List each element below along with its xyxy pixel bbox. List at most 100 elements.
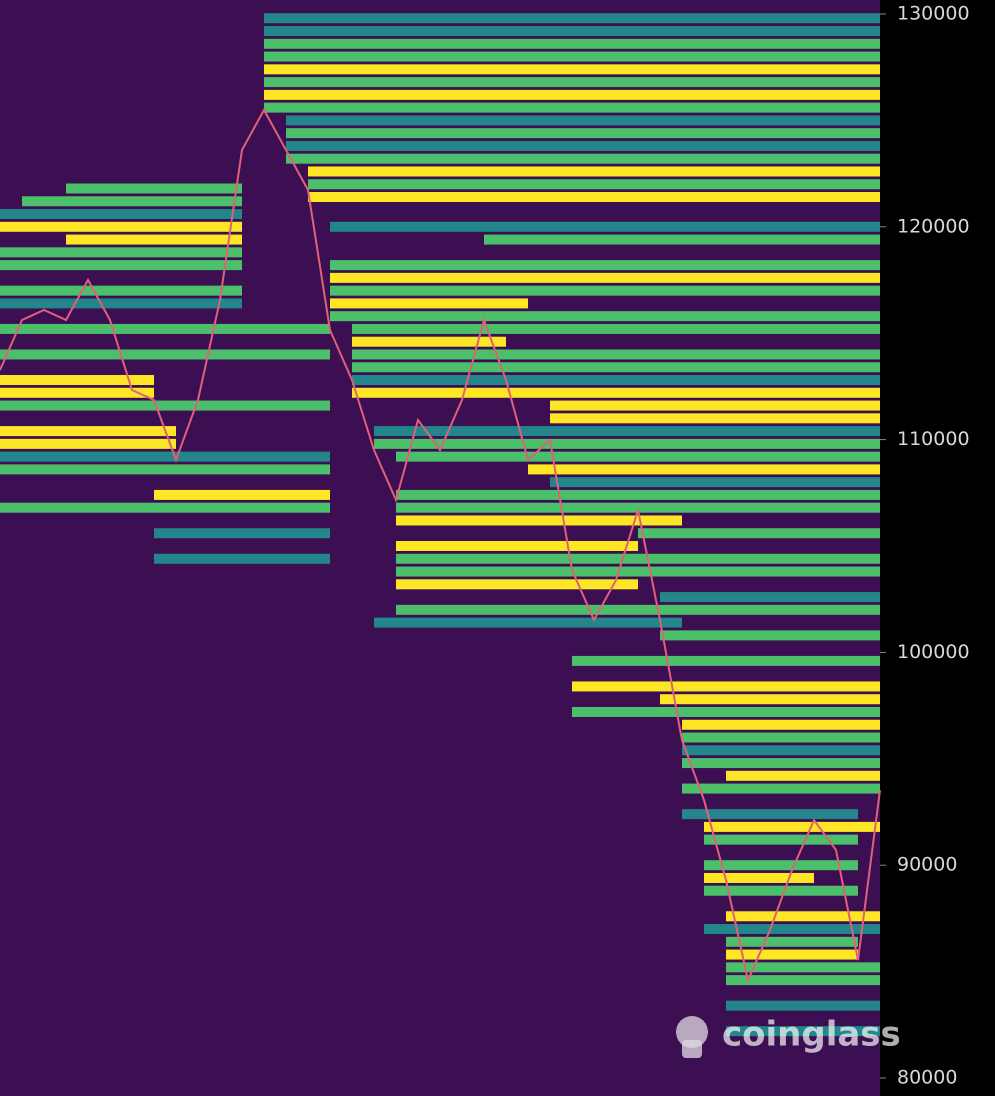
heat-band xyxy=(308,166,880,177)
watermark-text: coinglass xyxy=(722,1015,901,1055)
heat-band xyxy=(704,872,814,883)
heat-band xyxy=(286,140,880,151)
heat-band xyxy=(682,809,858,820)
watermark: coinglass xyxy=(676,1015,901,1058)
heat-band xyxy=(396,502,880,513)
heat-band xyxy=(264,77,880,88)
heat-band xyxy=(682,783,880,794)
heat-band xyxy=(154,553,330,564)
heat-band xyxy=(726,911,880,922)
heat-band xyxy=(528,464,880,475)
heat-band xyxy=(374,617,682,628)
heat-band xyxy=(0,247,242,258)
heat-band xyxy=(286,128,880,139)
heat-band xyxy=(0,349,330,360)
price-line xyxy=(0,107,881,984)
heat-band xyxy=(330,285,880,296)
heat-band xyxy=(352,323,880,334)
heat-band xyxy=(572,681,880,692)
heatmap xyxy=(0,13,881,1037)
heat-band xyxy=(374,438,880,449)
heat-band xyxy=(0,387,154,398)
heat-band xyxy=(726,1000,880,1011)
heat-band xyxy=(264,13,880,24)
heat-band xyxy=(682,719,880,730)
heat-band xyxy=(330,221,880,232)
heat-band xyxy=(396,553,880,564)
heat-band xyxy=(264,89,880,100)
heat-band xyxy=(352,336,506,347)
heat-band xyxy=(660,630,880,641)
heat-band xyxy=(352,362,880,373)
y-axis: 80000 90000 100000 110000 120000 130000 xyxy=(880,3,970,1089)
heat-band xyxy=(550,413,880,424)
heat-band xyxy=(726,949,858,960)
heat-band xyxy=(0,451,330,462)
y-tick-label: 120000 xyxy=(897,215,970,237)
heat-band xyxy=(308,192,880,203)
heat-band xyxy=(484,234,880,245)
heat-band xyxy=(0,375,154,386)
heat-band xyxy=(704,860,858,871)
axis-strip xyxy=(880,0,995,1096)
heat-band xyxy=(352,387,880,398)
heat-band xyxy=(0,438,176,449)
heat-band xyxy=(396,579,638,590)
heat-band xyxy=(704,885,858,896)
heat-band xyxy=(638,528,880,539)
heat-band xyxy=(264,51,880,62)
heat-band xyxy=(704,924,880,935)
heat-band xyxy=(682,758,880,769)
heat-band xyxy=(264,64,880,75)
heat-band xyxy=(396,541,638,551)
heat-band xyxy=(396,515,682,526)
heat-band xyxy=(396,489,880,500)
heat-band xyxy=(726,962,880,973)
heat-band xyxy=(682,732,880,743)
heat-band xyxy=(330,311,880,322)
heat-band xyxy=(286,115,880,126)
heat-band xyxy=(66,234,242,245)
heat-band xyxy=(726,1026,880,1037)
watermark-logo xyxy=(682,1040,702,1058)
heat-band xyxy=(264,102,880,113)
heat-band xyxy=(0,260,242,271)
heat-band xyxy=(330,272,880,283)
heat-band xyxy=(0,323,330,334)
heat-band xyxy=(286,153,880,164)
heat-band xyxy=(396,566,880,577)
y-tick-label: 130000 xyxy=(897,3,970,25)
heat-band xyxy=(0,502,330,513)
heat-band xyxy=(0,285,242,296)
y-tick-label: 100000 xyxy=(897,641,970,663)
heat-band xyxy=(0,298,242,309)
y-tick-label: 90000 xyxy=(897,854,957,876)
heat-band xyxy=(0,209,242,220)
heat-band xyxy=(396,451,880,462)
heat-band xyxy=(154,489,330,500)
heat-band xyxy=(0,221,242,232)
heat-band xyxy=(704,821,880,832)
heat-band xyxy=(22,196,242,207)
heat-band xyxy=(352,349,880,360)
heat-band xyxy=(0,426,176,437)
heat-band xyxy=(726,936,858,947)
heat-band xyxy=(264,38,880,49)
heat-band xyxy=(0,464,330,475)
heat-band xyxy=(660,592,880,603)
heat-band xyxy=(550,477,880,488)
heat-band xyxy=(704,834,858,845)
heat-band xyxy=(66,183,242,194)
heat-band xyxy=(374,426,880,437)
heat-band xyxy=(726,975,880,986)
y-tick-label: 80000 xyxy=(897,1067,957,1089)
heat-band xyxy=(330,298,528,309)
heat-band xyxy=(154,528,330,539)
heat-band xyxy=(726,770,880,781)
heat-band xyxy=(308,179,880,190)
watermark-logo xyxy=(676,1016,708,1048)
heat-band xyxy=(660,694,880,705)
heat-band xyxy=(330,260,880,271)
heat-band xyxy=(352,375,880,386)
heat-band xyxy=(0,400,330,411)
